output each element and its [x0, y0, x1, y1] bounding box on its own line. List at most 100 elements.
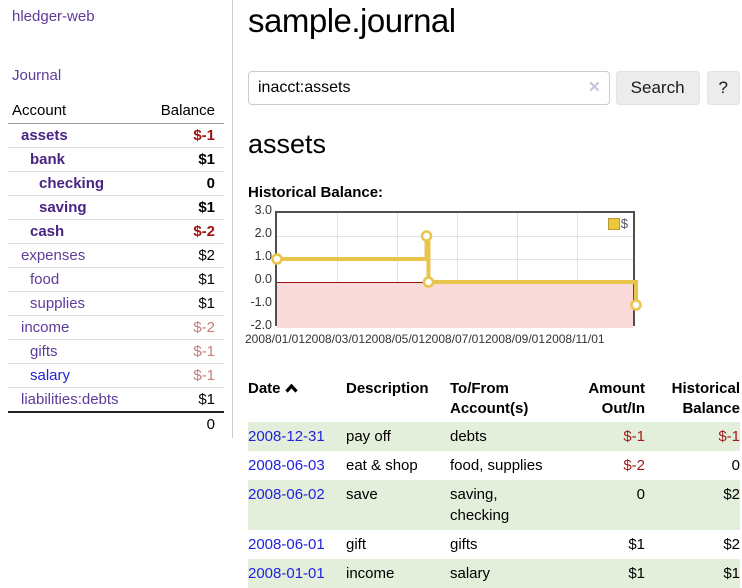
- column-header-accounts: To/From Account(s): [450, 380, 529, 418]
- chart-x-axis: 2008/01/01 2008/03/01 2008/05/01 2008/07/01…: [245, 332, 635, 348]
- transaction-accounts: saving, checking: [450, 485, 510, 524]
- account-link-checking[interactable]: checking: [39, 175, 105, 192]
- transaction-description: gift: [346, 535, 367, 553]
- transactions-table: Date Description To/From Account(s) Amou…: [248, 377, 740, 588]
- transaction-balance: $2: [723, 535, 740, 553]
- chart-y-axis: 3.0 2.0 1.0 0.0 -1.0 -2.0: [248, 203, 272, 332]
- transaction-description: save: [346, 485, 378, 503]
- accounts-total-value: 0: [142, 411, 224, 436]
- search-input[interactable]: [248, 71, 610, 105]
- account-link-liabilities-debts[interactable]: liabilities:debts: [21, 391, 119, 408]
- sort-ascending-icon: [284, 383, 298, 393]
- transaction-row: 2008-12-31 pay off debts $-1 $-1: [248, 421, 740, 451]
- x-tick-label: 2008/11/01: [545, 332, 605, 346]
- account-heading: assets: [248, 129, 327, 159]
- data-point-marker: [630, 299, 642, 311]
- transaction-amount: $1: [628, 535, 645, 553]
- sidebar: hledger-web Journal Account Balance asse…: [0, 0, 233, 438]
- transaction-accounts: debts: [450, 427, 487, 445]
- transaction-row: 2008-06-03 eat & shop food, supplies $-2…: [248, 451, 740, 480]
- column-header-amount: Amount Out/In: [588, 380, 645, 418]
- page-title: sample.journal: [248, 2, 456, 39]
- account-balance: $-1: [142, 339, 224, 364]
- accounts-header-account: Account: [8, 99, 143, 124]
- data-point-marker: [420, 230, 433, 242]
- account-balance: $-1: [142, 363, 224, 388]
- account-link-food[interactable]: food: [30, 271, 60, 288]
- transaction-accounts: gifts: [450, 535, 478, 553]
- y-tick-label: -1.0: [250, 295, 272, 309]
- account-row: liabilities:debts $1: [8, 387, 224, 412]
- data-point-marker: [271, 253, 283, 265]
- account-balance: 0: [142, 171, 224, 196]
- y-tick-label: -2.0: [250, 318, 272, 332]
- account-link-supplies[interactable]: supplies: [30, 295, 86, 312]
- account-balance: $-2: [142, 315, 224, 340]
- y-tick-label: 2.0: [254, 226, 272, 240]
- account-row: expenses $2: [8, 243, 224, 268]
- y-tick-label: 1.0: [254, 249, 272, 263]
- transaction-accounts: salary: [450, 564, 491, 582]
- account-balance: $1: [142, 195, 224, 220]
- transaction-balance: $-1: [718, 427, 740, 445]
- transaction-date-link[interactable]: 2008-06-02: [248, 485, 325, 503]
- brand-link[interactable]: hledger-web: [12, 8, 95, 25]
- transaction-amount: $-2: [623, 456, 645, 474]
- account-row: food $1: [8, 267, 224, 292]
- chart-series-line: [271, 230, 642, 311]
- accounts-total-row: 0: [8, 411, 224, 436]
- transaction-date-link[interactable]: 2008-06-01: [248, 535, 325, 553]
- account-balance: $1: [142, 387, 224, 412]
- column-header-date[interactable]: Date: [248, 377, 346, 422]
- sidebar-item-journal[interactable]: Journal: [12, 67, 62, 84]
- transaction-description: pay off: [346, 427, 391, 445]
- transaction-date-link[interactable]: 2008-06-03: [248, 456, 325, 474]
- search-button[interactable]: Search: [615, 71, 700, 105]
- search-bar: ✕ Search ?: [248, 71, 740, 105]
- account-balance: $1: [142, 147, 224, 172]
- account-link-salary[interactable]: salary: [30, 367, 71, 384]
- transaction-accounts: food, supplies: [450, 456, 543, 474]
- transaction-date-link[interactable]: 2008-01-01: [248, 564, 325, 582]
- transaction-row: 2008-06-02 save saving, checking 0 $2: [248, 479, 740, 530]
- transaction-balance: $2: [723, 485, 740, 503]
- chart-title: Historical Balance:: [248, 184, 384, 201]
- transaction-balance: 0: [731, 456, 740, 474]
- y-tick-label: 0.0: [254, 272, 272, 286]
- transaction-description: income: [346, 564, 395, 582]
- account-link-assets[interactable]: assets: [21, 127, 68, 144]
- account-balance: $-1: [193, 127, 215, 144]
- transaction-description: eat & shop: [346, 456, 418, 474]
- account-row: supplies $1: [8, 291, 224, 316]
- help-button[interactable]: ?: [706, 71, 740, 105]
- x-tick-label: 2008/01/01: [244, 332, 306, 346]
- clear-search-icon[interactable]: ✕: [588, 79, 601, 96]
- transaction-balance: $1: [723, 564, 740, 582]
- balance-chart: 3.0 2.0 1.0 0.0 -1.0 -2.0 $ 2008/01/01 2008/03…: [245, 203, 740, 357]
- transaction-row: 2008-01-01 income salary $1 $1: [248, 558, 740, 588]
- y-tick-label: 3.0: [254, 203, 272, 217]
- account-row: gifts $-1: [8, 339, 224, 364]
- account-balance: $1: [142, 291, 224, 316]
- legend-swatch-icon: [607, 217, 620, 230]
- x-tick-label: 2008/09/01: [484, 332, 546, 346]
- transaction-row: 2008-06-01 gift gifts $1 $2: [248, 530, 740, 559]
- account-link-bank[interactable]: bank: [30, 151, 66, 168]
- accounts-table: Account Balance assets $-1 bank $1 check…: [8, 99, 224, 436]
- main-content: sample.journal ✕ Search ? assets Histori…: [245, 0, 740, 588]
- account-row: income $-2: [8, 315, 224, 340]
- account-link-saving[interactable]: saving: [39, 199, 87, 216]
- account-link-gifts[interactable]: gifts: [30, 343, 58, 360]
- account-balance: $1: [142, 267, 224, 292]
- transaction-date-link[interactable]: 2008-12-31: [248, 427, 325, 445]
- account-balance: $2: [142, 243, 224, 268]
- account-row: bank $1: [8, 147, 224, 172]
- transaction-amount: $1: [628, 564, 645, 582]
- accounts-header-balance: Balance: [142, 99, 224, 124]
- account-row: saving $1: [8, 195, 224, 220]
- account-link-income[interactable]: income: [21, 319, 70, 336]
- account-link-cash[interactable]: cash: [30, 223, 65, 240]
- account-link-expenses[interactable]: expenses: [21, 247, 86, 264]
- account-row: cash $-2: [8, 219, 224, 244]
- x-tick-label: 2008/07/01: [424, 332, 486, 346]
